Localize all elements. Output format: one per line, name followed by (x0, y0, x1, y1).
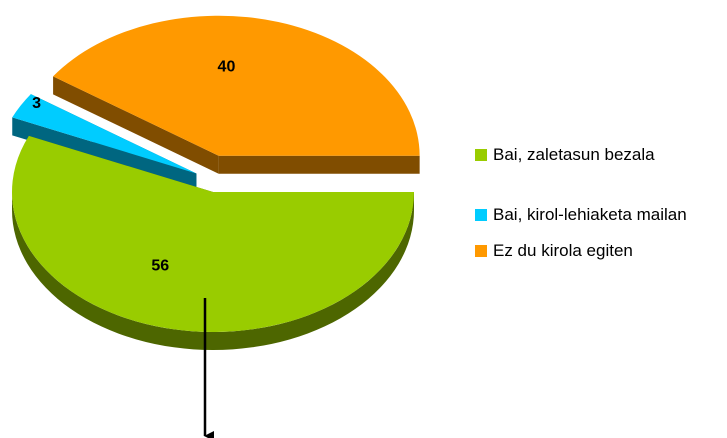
legend-swatch (475, 149, 487, 161)
legend-item: Ez du kirola egiten (475, 240, 725, 262)
value-label: 40 (218, 59, 236, 76)
slice (11, 135, 414, 333)
pie: 56 3 40 (11, 15, 420, 350)
legend-label: Bai, zaletasun bezala (493, 145, 655, 164)
value-label: 56 (151, 257, 169, 274)
legend-label: Bai, kirol-lehiaketa mailan (493, 205, 687, 224)
legend-item: Bai, kirol-lehiaketa mailan (475, 204, 725, 226)
legend: Bai, zaletasun bezala Bai, kirol-lehiaket… (475, 144, 725, 262)
value-label: 3 (32, 95, 41, 112)
slice-edge (218, 155, 420, 174)
slice-edge (53, 76, 219, 174)
slice (53, 15, 420, 156)
legend-swatch (475, 209, 487, 221)
legend-swatch (475, 245, 487, 257)
legend-item: Bai, zaletasun bezala (475, 144, 725, 166)
slice (12, 94, 197, 174)
legend-label: Ez du kirola egiten (493, 241, 633, 260)
